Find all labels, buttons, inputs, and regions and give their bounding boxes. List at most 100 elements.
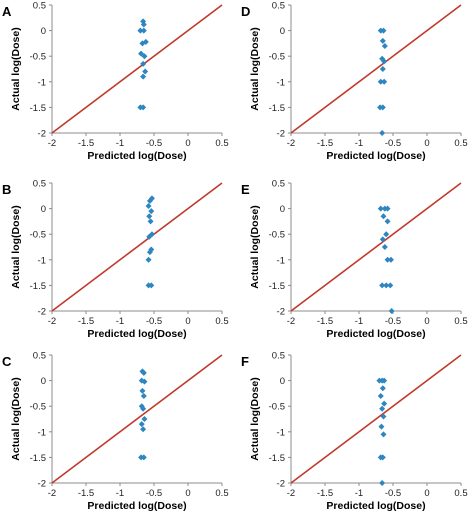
x-axis-label: Predicted log(Dose)	[326, 150, 426, 162]
x-tick-label: 0	[185, 316, 190, 327]
x-axis-label: Predicted log(Dose)	[326, 500, 426, 512]
x-tick-label: -2	[287, 138, 295, 149]
data-point	[381, 244, 388, 250]
y-tick-label: 0.5	[272, 1, 285, 12]
x-tick-label: 0.5	[454, 138, 467, 149]
y-tick-label: -1	[38, 255, 46, 266]
y-tick-label: -1	[38, 77, 46, 88]
data-point	[137, 27, 144, 34]
x-tick-label: -0.5	[385, 138, 401, 149]
y-tick-label: 0.5	[33, 179, 46, 190]
y-tick-label: -0.5	[30, 230, 46, 241]
data-point	[380, 27, 387, 34]
x-axis-label: Predicted log(Dose)	[326, 328, 426, 340]
data-point	[140, 369, 147, 376]
data-point	[388, 308, 395, 314]
data-point	[379, 405, 386, 412]
x-tick-label: -2	[287, 316, 295, 327]
x-tick-label: -1.5	[317, 138, 333, 149]
y-tick-label: -0.5	[30, 52, 46, 63]
data-point	[377, 78, 384, 85]
x-tick-label: -0.5	[146, 488, 162, 499]
x-tick-label: 0	[424, 316, 429, 327]
y-tick-label: -1.5	[30, 103, 46, 114]
x-axis-label: Predicted log(Dose)	[87, 150, 187, 162]
data-point	[379, 66, 386, 72]
x-tick-label: 0.5	[454, 488, 467, 499]
data-point	[142, 68, 149, 75]
data-point	[383, 231, 390, 238]
identity-line	[51, 354, 223, 484]
data-point	[379, 37, 386, 44]
y-tick-label: 0	[280, 376, 285, 387]
data-point	[384, 218, 391, 225]
y-tick-label: 0	[41, 204, 46, 215]
identity-line	[290, 4, 462, 134]
x-tick-label: -1	[355, 138, 363, 149]
data-point	[384, 205, 391, 212]
data-point	[379, 236, 386, 243]
x-tick-label: 0	[185, 138, 190, 149]
x-tick-label: -2	[48, 138, 56, 149]
x-tick-label: 0.5	[215, 138, 228, 149]
x-tick-label: -1.5	[317, 488, 333, 499]
x-tick-label: -1	[116, 138, 124, 149]
x-tick-label: 0	[424, 488, 429, 499]
y-tick-label: -0.5	[269, 230, 285, 241]
identity-line	[290, 354, 462, 484]
data-point	[140, 392, 147, 399]
x-tick-label: -1.5	[317, 316, 333, 327]
y-tick-label: -2	[38, 129, 46, 140]
y-tick-label: -1	[38, 427, 46, 438]
data-point	[140, 60, 147, 67]
data-point	[140, 426, 147, 433]
data-point	[140, 21, 147, 28]
y-tick-label: -1	[277, 77, 285, 88]
data-point	[146, 233, 153, 240]
y-tick-label: -1.5	[30, 453, 46, 464]
x-tick-label: -1.5	[78, 488, 94, 499]
x-axis-label: Predicted log(Dose)	[87, 328, 187, 340]
y-tick-label: -0.5	[269, 402, 285, 413]
panel-letter: D	[241, 4, 251, 19]
data-point	[146, 213, 153, 220]
y-tick-label: -0.5	[269, 52, 285, 63]
x-tick-label: -1	[355, 488, 363, 499]
y-tick-label: 0.5	[33, 351, 46, 362]
x-tick-label: -0.5	[385, 488, 401, 499]
data-point	[387, 282, 394, 289]
x-tick-label: -2	[48, 316, 56, 327]
x-tick-label: -2	[287, 488, 295, 499]
data-point	[380, 413, 387, 420]
x-tick-label: 0.5	[215, 316, 228, 327]
data-point	[145, 203, 152, 210]
y-tick-label: 0	[280, 26, 285, 37]
data-point	[139, 40, 146, 47]
data-point	[384, 256, 391, 263]
x-tick-label: -0.5	[385, 316, 401, 327]
y-tick-label: -2	[277, 129, 285, 140]
x-tick-label: -0.5	[146, 138, 162, 149]
data-point	[381, 400, 388, 407]
data-point	[387, 256, 394, 263]
identity-line	[290, 182, 462, 312]
x-tick-label: 0.5	[215, 488, 228, 499]
y-tick-label: -0.5	[30, 402, 46, 413]
y-tick-label: -2	[38, 307, 46, 318]
y-tick-label: 0	[41, 26, 46, 37]
x-tick-label: -0.5	[146, 316, 162, 327]
data-point	[141, 416, 148, 422]
x-tick-label: 0.5	[454, 316, 467, 327]
data-point	[379, 104, 386, 111]
x-axis-label: Predicted log(Dose)	[87, 500, 187, 512]
data-point	[140, 73, 147, 80]
y-tick-label: -1.5	[269, 103, 285, 114]
identity-line	[51, 182, 223, 312]
x-tick-label: -1.5	[78, 316, 94, 327]
identity-line	[51, 4, 223, 134]
panel-letter: E	[241, 182, 250, 197]
